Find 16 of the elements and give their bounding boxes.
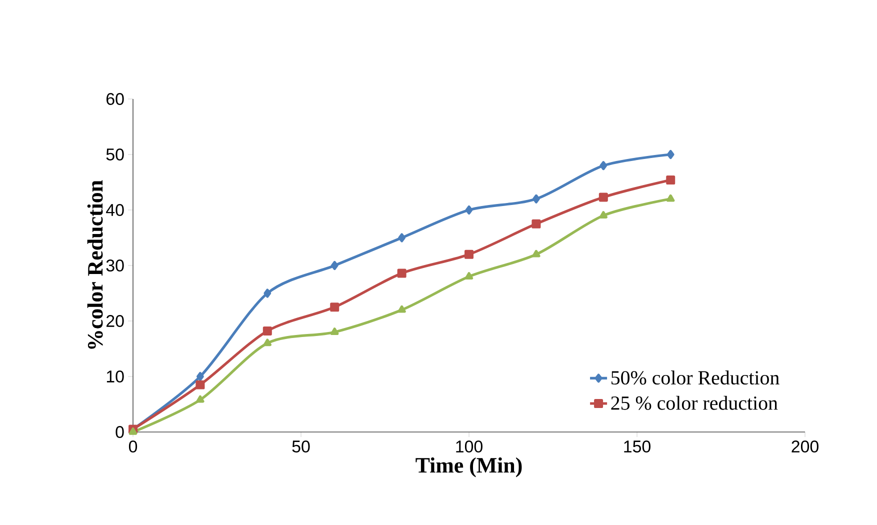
y-tick-label: 10 <box>106 370 124 382</box>
x-axis-title: Time (Min) <box>416 457 522 478</box>
x-tick-label: 200 <box>792 440 818 453</box>
legend-label: 25 % color reduction <box>611 396 778 410</box>
y-axis-title: %color Reduction <box>87 180 103 349</box>
y-tick-label: 0 <box>116 426 124 438</box>
y-tick-label: 40 <box>106 204 124 216</box>
y-tick-label: 30 <box>106 259 124 272</box>
x-tick-label: 150 <box>624 440 650 453</box>
x-tick-label: 100 <box>456 440 482 453</box>
y-tick-label: 50 <box>106 148 124 160</box>
y-tick-label: 20 <box>106 314 124 327</box>
x-tick-label: 0 <box>128 440 138 453</box>
x-tick-label: 50 <box>292 440 310 453</box>
y-tick-label: 60 <box>106 92 124 105</box>
legend-label: 50% color Reduction <box>611 370 780 385</box>
